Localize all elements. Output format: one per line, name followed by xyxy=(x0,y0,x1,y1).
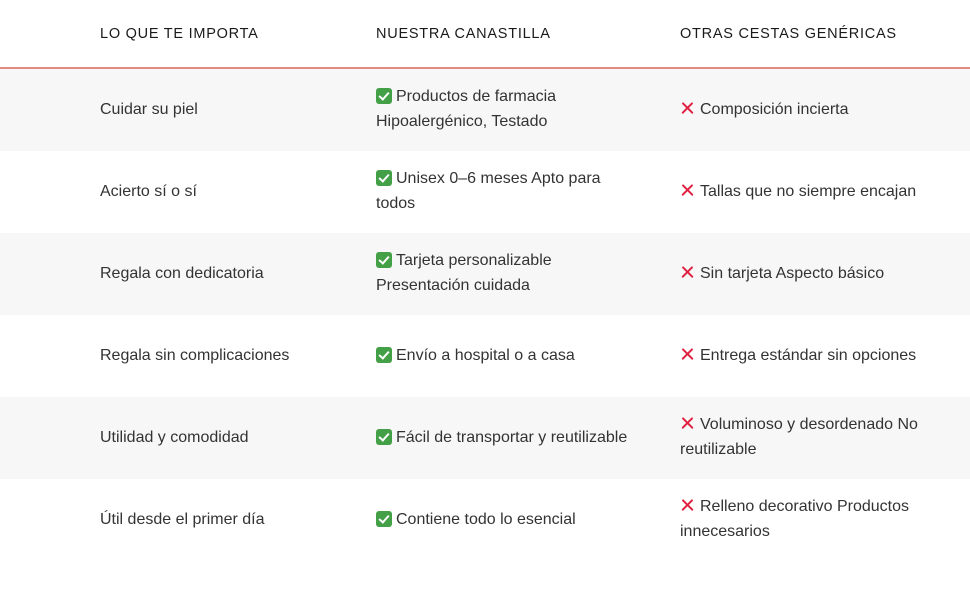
check-icon xyxy=(376,88,392,105)
header-cell-criteria: LO QUE TE IMPORTA xyxy=(0,25,368,43)
table-header-row: LO QUE TE IMPORTA NUESTRA CANASTILLA OTR… xyxy=(0,0,970,67)
cell-criteria: Cuidar su piel xyxy=(0,98,368,122)
others-text: Entrega estándar sin opciones xyxy=(700,346,917,364)
cross-icon xyxy=(680,265,695,280)
cell-others: Voluminoso y desordenado No reutilizable xyxy=(655,413,970,463)
table-row: Cuidar su piel Productos de farmacia Hip… xyxy=(0,69,970,151)
column-header-label: NUESTRA CANASTILLA xyxy=(376,25,551,42)
criteria-label: Utilidad y comodidad xyxy=(100,429,249,446)
cell-ours: Tarjeta personalizable Presentación cuid… xyxy=(368,249,655,299)
check-icon xyxy=(376,346,392,363)
check-icon xyxy=(376,428,392,445)
check-icon xyxy=(376,252,392,269)
cell-criteria: Acierto sí o sí xyxy=(0,180,368,204)
cell-ours: Unisex 0–6 meses Apto para todos xyxy=(368,167,655,217)
others-text: Relleno decorativo Productos innecesario… xyxy=(680,498,910,540)
table-row: Regala con dedicatoria Tarjeta personali… xyxy=(0,233,970,315)
header-cell-ours: NUESTRA CANASTILLA xyxy=(368,25,655,43)
ours-text: Unisex 0–6 meses Apto para todos xyxy=(376,170,601,212)
ours-text: Tarjeta personalizable Presentación cuid… xyxy=(376,252,552,294)
table-row: Utilidad y comodidad Fácil de transporta… xyxy=(0,397,970,479)
cell-ours: Contiene todo lo esencial xyxy=(368,508,655,533)
ours-text: Fácil de transportar y reutilizable xyxy=(396,428,628,446)
header-divider xyxy=(0,67,970,69)
column-header-label: LO QUE TE IMPORTA xyxy=(100,25,259,42)
column-header-label: OTRAS CESTAS GENÉRICAS xyxy=(680,25,897,42)
cross-icon xyxy=(680,498,695,513)
cell-others: Entrega estándar sin opciones xyxy=(655,344,970,369)
cross-icon xyxy=(680,101,695,116)
ours-text: Productos de farmacia Hipoalergénico, Te… xyxy=(376,88,557,130)
header-cell-others: OTRAS CESTAS GENÉRICAS xyxy=(655,25,970,43)
cross-icon xyxy=(680,347,695,362)
others-text: Composición incierta xyxy=(700,100,849,118)
cell-ours: Envío a hospital o a casa xyxy=(368,344,655,369)
cell-criteria: Regala sin complicaciones xyxy=(0,344,368,368)
table-body: Cuidar su piel Productos de farmacia Hip… xyxy=(0,69,970,600)
table-row: Útil desde el primer día Contiene todo l… xyxy=(0,479,970,561)
cell-criteria: Útil desde el primer día xyxy=(0,508,368,532)
cell-ours: Productos de farmacia Hipoalergénico, Te… xyxy=(368,85,655,135)
cell-others: Composición incierta xyxy=(655,98,970,123)
cross-icon xyxy=(680,183,695,198)
cell-others: Sin tarjeta Aspecto básico xyxy=(655,262,970,287)
check-icon xyxy=(376,510,392,527)
cell-criteria: Regala con dedicatoria xyxy=(0,262,368,286)
table-row: Acierto sí o sí Unisex 0–6 meses Apto pa… xyxy=(0,151,970,233)
others-text: Sin tarjeta Aspecto básico xyxy=(700,264,885,282)
table-row: Regala sin complicaciones Envío a hospit… xyxy=(0,315,970,397)
others-text: Tallas que no siempre encajan xyxy=(700,182,917,200)
cross-icon xyxy=(680,416,695,431)
cell-criteria: Utilidad y comodidad xyxy=(0,426,368,450)
criteria-label: Regala con dedicatoria xyxy=(100,265,264,282)
ours-text: Contiene todo lo esencial xyxy=(396,510,576,528)
cell-ours: Fácil de transportar y reutilizable xyxy=(368,426,655,451)
criteria-label: Regala sin complicaciones xyxy=(100,347,290,364)
cell-others: Tallas que no siempre encajan xyxy=(655,180,970,205)
criteria-label: Cuidar su piel xyxy=(100,101,198,118)
criteria-label: Acierto sí o sí xyxy=(100,183,197,200)
criteria-label: Útil desde el primer día xyxy=(100,511,265,528)
ours-text: Envío a hospital o a casa xyxy=(396,346,575,364)
others-text: Voluminoso y desordenado No reutilizable xyxy=(680,416,918,458)
cell-others: Relleno decorativo Productos innecesario… xyxy=(655,495,970,545)
check-icon xyxy=(376,170,392,187)
